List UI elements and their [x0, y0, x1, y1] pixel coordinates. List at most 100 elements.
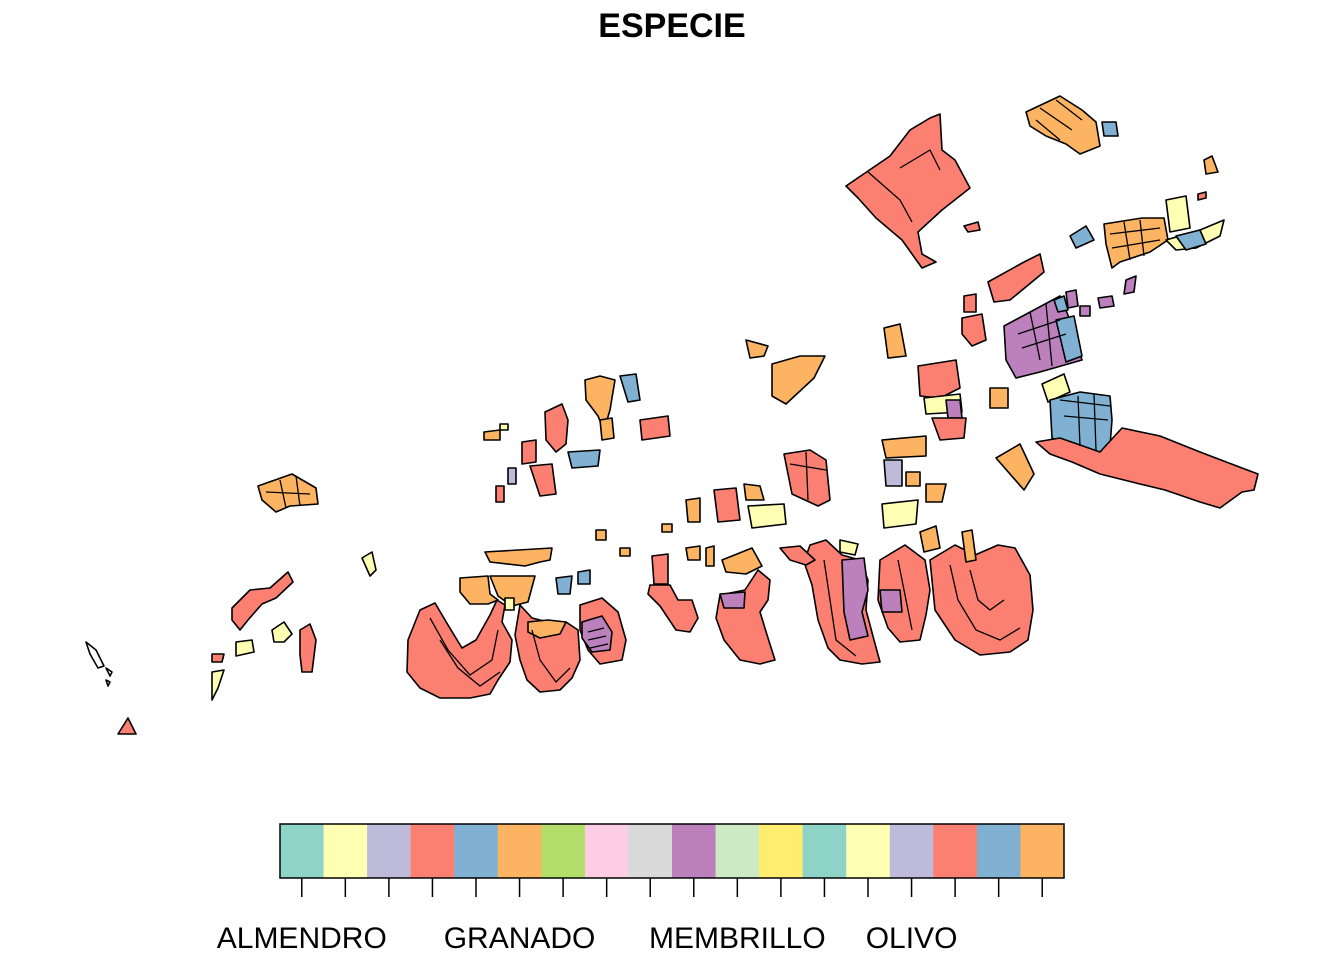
- parcel: [529, 463, 557, 497]
- parcel: [211, 669, 225, 701]
- legend-label: OLIVO: [866, 922, 958, 955]
- parcel: [595, 529, 607, 541]
- parcel: [841, 557, 869, 641]
- parcel: [406, 599, 513, 699]
- legend-swatch: [628, 824, 673, 878]
- parcel: [489, 575, 536, 607]
- parcel: [619, 373, 641, 403]
- legend-swatch: [802, 824, 847, 878]
- parcel: [211, 653, 225, 663]
- parcel: [743, 483, 765, 501]
- parcel-boundary: [823, 559, 857, 657]
- parcel: [555, 575, 573, 595]
- parcel: [484, 547, 553, 567]
- parcel: [713, 487, 741, 523]
- parcel-boundary: [429, 617, 499, 676]
- parcel: [1103, 217, 1169, 269]
- legend-swatch: [497, 824, 542, 878]
- parcel: [1065, 289, 1079, 309]
- parcel: [685, 545, 701, 561]
- parcel-boundary: [867, 171, 913, 223]
- parcel: [685, 497, 701, 523]
- parcel: [361, 551, 377, 577]
- legend-swatch: [933, 824, 978, 878]
- parcel: [883, 323, 907, 359]
- parcel: [521, 439, 537, 465]
- parcel: [1035, 427, 1259, 509]
- parcel: [231, 571, 294, 631]
- parcel: [881, 499, 919, 529]
- parcel-boundary: [1059, 393, 1111, 451]
- parcel: [995, 443, 1035, 491]
- legend-label: MEMBRILLO: [649, 922, 826, 955]
- legend-swatch: [280, 824, 325, 878]
- parcel: [945, 399, 963, 419]
- color-legend: ALMENDRO GRANADO MEMBRILLO OLIVO: [217, 823, 1065, 955]
- legend-swatch: [846, 824, 891, 878]
- legend-swatch: [715, 824, 760, 878]
- parcel: [577, 569, 591, 585]
- parcel: [105, 679, 111, 687]
- parcel-boundary: [789, 451, 827, 501]
- parcel: [504, 597, 515, 611]
- parcel: [905, 471, 921, 487]
- legend-swatch: [410, 824, 455, 878]
- legend-swatch: [323, 824, 368, 878]
- parcel: [1097, 295, 1115, 309]
- parcel: [647, 584, 699, 633]
- parcel: [495, 485, 505, 503]
- parcel-boundary: [587, 627, 609, 649]
- parcel: [961, 313, 987, 347]
- legend-swatch: [672, 824, 717, 878]
- parcel: [581, 615, 613, 653]
- legend-label: GRANADO: [444, 922, 596, 955]
- parcel: [1165, 195, 1191, 233]
- parcel: [271, 621, 293, 643]
- parcel: [1055, 315, 1083, 363]
- parcel-boundary: [1035, 99, 1083, 141]
- parcel: [747, 503, 787, 529]
- parcel: [771, 355, 826, 405]
- legend-labels: ALMENDRO GRANADO MEMBRILLO OLIVO: [217, 922, 958, 955]
- parcel: [931, 417, 967, 441]
- parcel: [514, 604, 581, 693]
- parcel: [879, 589, 903, 613]
- parcel: [989, 387, 1009, 409]
- legend-swatch: [889, 824, 934, 878]
- parcel: [1197, 191, 1207, 201]
- legend-swatch: [541, 824, 586, 878]
- parcel: [527, 619, 567, 639]
- parcel: [917, 359, 961, 399]
- parcel: [1053, 295, 1069, 313]
- parcel: [1203, 155, 1219, 175]
- parcel: [883, 459, 903, 487]
- parcel: [567, 449, 601, 469]
- parcel-boundary: [1109, 219, 1161, 261]
- parcel: [483, 429, 501, 441]
- parcel-boundary: [531, 629, 571, 683]
- parcel: [881, 435, 927, 459]
- map-title: ESPECIE: [598, 7, 745, 45]
- parcel: [715, 569, 776, 665]
- parcel: [721, 547, 763, 575]
- parcel-boundary: [969, 569, 1005, 611]
- parcel: [619, 547, 631, 557]
- parcel: [499, 423, 509, 431]
- legend-swatch: [759, 824, 804, 878]
- parcel: [599, 417, 615, 441]
- legend-swatch: [1020, 824, 1065, 878]
- parcel: [1101, 121, 1119, 137]
- parcel: [745, 339, 769, 359]
- parcel-boundary: [949, 564, 1021, 641]
- parcel: [235, 639, 255, 657]
- parcel: [544, 403, 569, 453]
- parcel: [1123, 275, 1137, 295]
- legend-swatch: [367, 824, 412, 878]
- parcel: [839, 539, 859, 556]
- legend-label: ALMENDRO: [217, 922, 387, 955]
- parcel: [929, 544, 1034, 656]
- parcel: [719, 591, 746, 609]
- legend-swatch: [584, 824, 629, 878]
- parcel: [779, 545, 816, 566]
